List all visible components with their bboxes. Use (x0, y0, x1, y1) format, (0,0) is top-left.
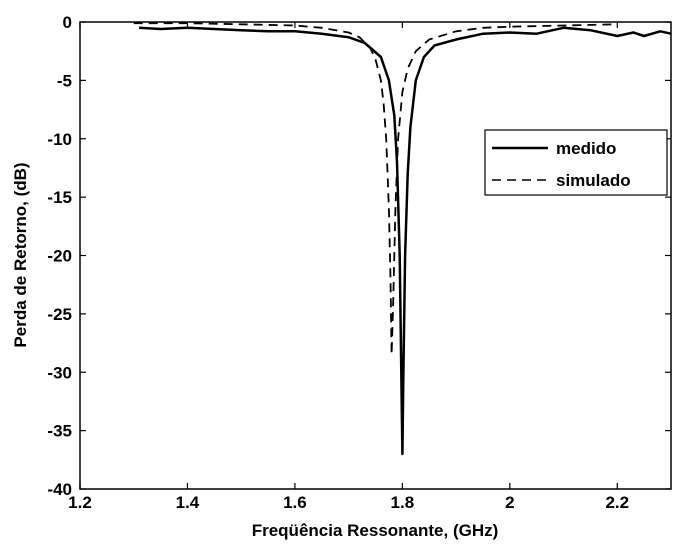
y-tick-label: -10 (47, 130, 72, 149)
y-tick-label: 0 (63, 13, 72, 32)
legend-label-medido: medido (556, 139, 616, 158)
axis-ticks (79, 21, 671, 490)
tick-labels: 1.2 1.4 1.6 1.8 2 2.2 0 -5 -10 -15 -20 -25 -30 -35 -40 (47, 13, 629, 512)
y-tick-label: -25 (47, 305, 72, 324)
x-tick-label: 1.8 (391, 493, 415, 512)
x-tick-label: 1.6 (283, 493, 307, 512)
y-tick-label: -35 (47, 422, 72, 441)
plot-area (79, 21, 672, 490)
y-tick-label: -20 (47, 247, 72, 266)
x-tick-label: 1.4 (176, 493, 200, 512)
series-layer (133, 22, 672, 456)
legend: medido simulado (484, 129, 668, 196)
y-tick-label: -30 (47, 363, 72, 382)
series-line-medido (139, 26, 672, 456)
x-axis-title: Freqüência Ressonante, (GHz) (252, 521, 499, 540)
y-tick-label: -15 (47, 188, 72, 207)
x-tick-label: 2 (505, 493, 514, 512)
y-tick-label: -40 (47, 480, 72, 499)
legend-label-simulado: simulado (556, 171, 631, 190)
series-line-simulado (133, 22, 618, 356)
legend-box (484, 129, 668, 196)
x-tick-label: 2.2 (605, 493, 629, 512)
y-axis-title: Perda de Retorno, (dB) (11, 162, 30, 347)
x-tick-label: 1.2 (68, 493, 92, 512)
y-tick-label: -5 (57, 71, 72, 90)
